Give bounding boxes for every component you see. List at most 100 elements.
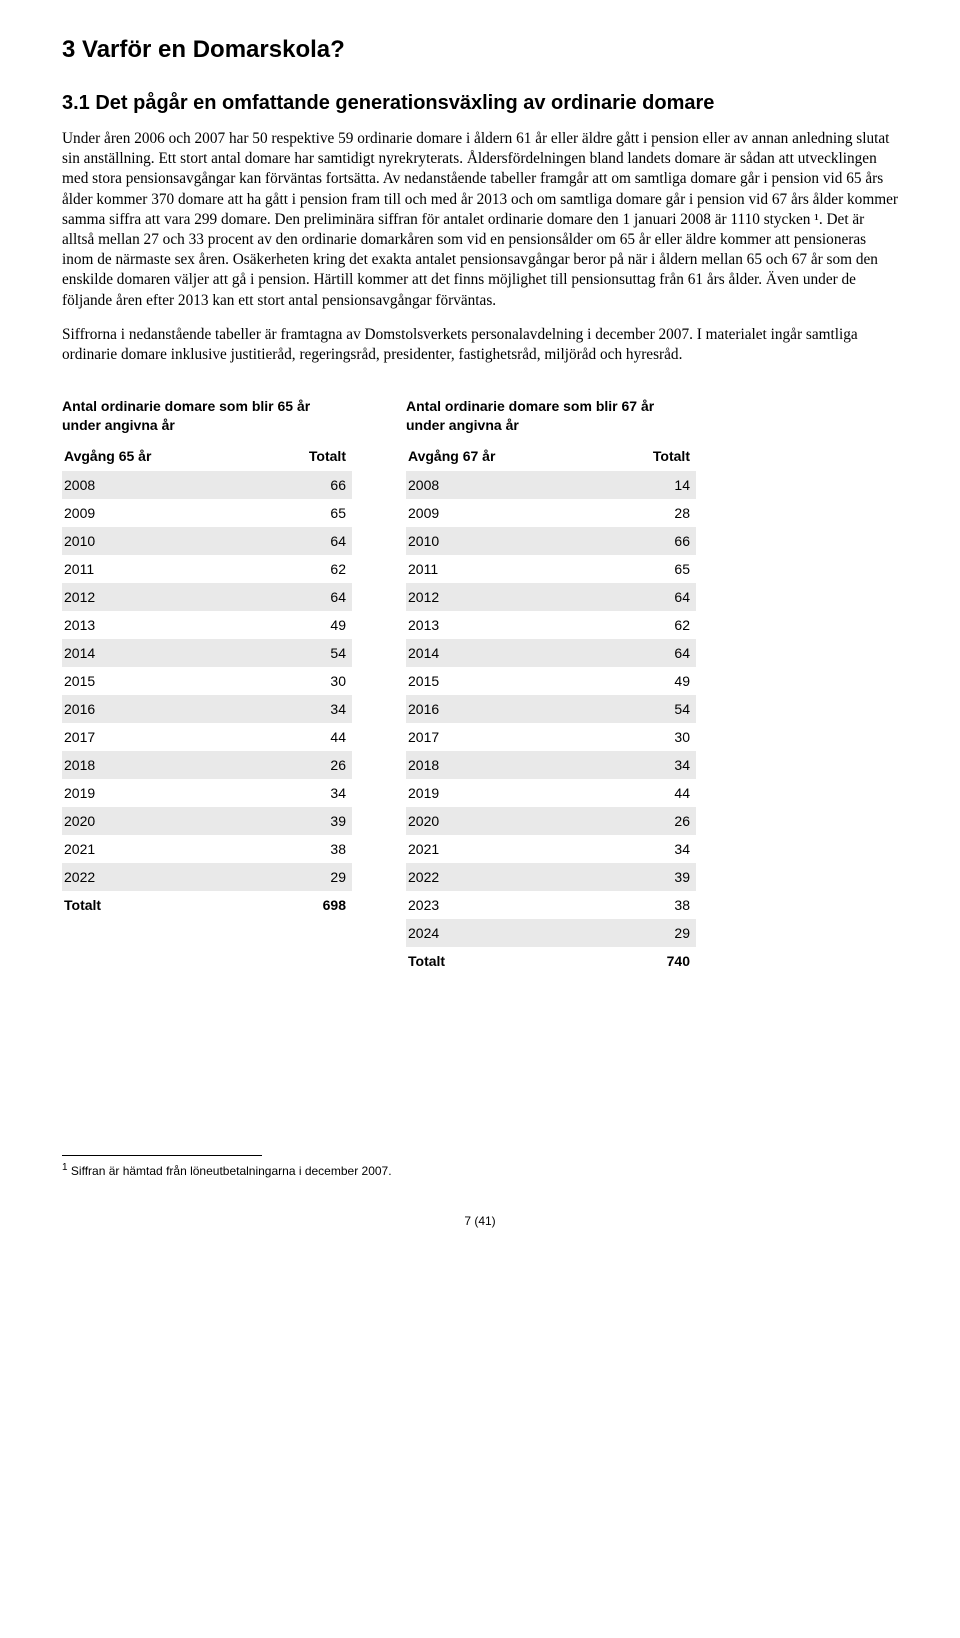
table-row: 2014 54 xyxy=(62,639,352,667)
table-67: Antal ordinarie domare som blir 67 år un… xyxy=(406,397,696,975)
table-67-header: Avgång 67 år Totalt xyxy=(406,441,696,471)
table-cell-value: 49 xyxy=(330,617,346,633)
table-cell-year: 2014 xyxy=(64,645,95,661)
table-row: 2009 28 xyxy=(406,499,696,527)
table-65-col-b: Totalt xyxy=(309,448,346,464)
table-cell-value: 66 xyxy=(330,477,346,493)
table-cell-year: 2021 xyxy=(408,841,439,857)
table-cell-value: 62 xyxy=(330,561,346,577)
table-cell-year: 2016 xyxy=(408,701,439,717)
section-heading: 3 Varför en Domarskola? xyxy=(62,36,898,64)
table-65-body: 2008662009652010642011622012642013492014… xyxy=(62,471,352,919)
table-cell-year: 2019 xyxy=(64,785,95,801)
table-row-total: Totalt 698 xyxy=(62,891,352,919)
table-row: 2017 30 xyxy=(406,723,696,751)
table-cell-value: 30 xyxy=(330,673,346,689)
table-cell-value: 30 xyxy=(674,729,690,745)
table-row: 2019 34 xyxy=(62,779,352,807)
body-paragraph-1: Under åren 2006 och 2007 har 50 respekti… xyxy=(62,129,898,311)
table-cell-year: 2019 xyxy=(408,785,439,801)
table-cell-value: 34 xyxy=(330,701,346,717)
body-paragraph-2: Siffrorna i nedanstående tabeller är fra… xyxy=(62,325,898,365)
table-cell-value: 44 xyxy=(330,729,346,745)
table-cell-year: 2023 xyxy=(408,897,439,913)
table-cell-value: 49 xyxy=(674,673,690,689)
table-cell-value: 29 xyxy=(330,869,346,885)
footnote-number: 1 xyxy=(62,1162,68,1173)
table-total-value: 740 xyxy=(667,953,690,969)
table-row: 2008 66 xyxy=(62,471,352,499)
table-cell-value: 54 xyxy=(674,701,690,717)
subsection-heading: 3.1 Det pågår en omfattande generationsv… xyxy=(62,92,898,115)
table-row: 202429 xyxy=(406,919,696,947)
table-cell-year: 2017 xyxy=(408,729,439,745)
table-cell-year: 2015 xyxy=(408,673,439,689)
table-row: 201349 xyxy=(62,611,352,639)
table-cell-value: 26 xyxy=(674,813,690,829)
table-row: 2018 26 xyxy=(62,751,352,779)
table-row: 202026 xyxy=(406,807,696,835)
table-row: 202134 xyxy=(406,835,696,863)
table-cell-year: 2024 xyxy=(408,925,439,941)
table-cell-year: 2011 xyxy=(64,561,94,577)
table-cell-value: 26 xyxy=(330,757,346,773)
table-cell-value: 65 xyxy=(674,561,690,577)
table-cell-year: 2014 xyxy=(408,645,439,661)
table-row: 2011 65 xyxy=(406,555,696,583)
table-cell-year: 2010 xyxy=(64,533,95,549)
table-cell-year: 2022 xyxy=(408,869,439,885)
table-cell-year: 2011 xyxy=(408,561,438,577)
table-65: Antal ordinarie domare som blir 65 år un… xyxy=(62,397,352,975)
table-cell-year: 2008 xyxy=(64,477,95,493)
table-67-col-a: Avgång 67 år xyxy=(408,448,495,464)
footnote: 1 Siffran är hämtad från löneutbetalning… xyxy=(62,1162,898,1178)
table-cell-value: 64 xyxy=(330,589,346,605)
table-cell-year: 2010 xyxy=(408,533,439,549)
table-row: 2016 54 xyxy=(406,695,696,723)
table-cell-value: 64 xyxy=(330,533,346,549)
table-65-col-a: Avgång 65 år xyxy=(64,448,151,464)
table-cell-year: 2018 xyxy=(408,757,439,773)
table-cell-year: 2020 xyxy=(64,813,95,829)
table-cell-value: 62 xyxy=(674,617,690,633)
table-cell-year: 2009 xyxy=(408,505,439,521)
table-cell-year: 2018 xyxy=(64,757,95,773)
table-row: 2022 39 xyxy=(406,863,696,891)
table-row: 2015 49 xyxy=(406,667,696,695)
table-row: 2017 44 xyxy=(62,723,352,751)
footnote-text: Siffran är hämtad från löneutbetalningar… xyxy=(71,1164,392,1178)
table-row: 200965 xyxy=(62,499,352,527)
page-number: 7 (41) xyxy=(62,1214,898,1252)
table-cell-value: 39 xyxy=(674,869,690,885)
table-cell-value: 44 xyxy=(674,785,690,801)
table-cell-year: 2017 xyxy=(64,729,95,745)
table-cell-value: 65 xyxy=(330,505,346,521)
table-cell-value: 54 xyxy=(330,645,346,661)
table-row: 2011 62 xyxy=(62,555,352,583)
table-cell-value: 64 xyxy=(674,645,690,661)
table-row: 2013 62 xyxy=(406,611,696,639)
table-row: 2019 44 xyxy=(406,779,696,807)
table-total-label: Totalt xyxy=(408,953,445,969)
table-row: 2010 66 xyxy=(406,527,696,555)
table-cell-value: 66 xyxy=(674,533,690,549)
footnote-rule xyxy=(62,1155,262,1156)
table-cell-value: 34 xyxy=(674,757,690,773)
table-cell-year: 2022 xyxy=(64,869,95,885)
table-row: 200814 xyxy=(406,471,696,499)
table-row: 201264 xyxy=(406,583,696,611)
table-row: 2012 64 xyxy=(62,583,352,611)
table-cell-value: 34 xyxy=(330,785,346,801)
table-cell-year: 2008 xyxy=(408,477,439,493)
table-row: 202039 xyxy=(62,807,352,835)
table-cell-year: 2013 xyxy=(408,617,439,633)
table-total-value: 698 xyxy=(323,897,346,913)
table-row: 2010 64 xyxy=(62,527,352,555)
table-cell-value: 64 xyxy=(674,589,690,605)
table-row: 201530 xyxy=(62,667,352,695)
table-cell-year: 2012 xyxy=(64,589,95,605)
table-total-label: Totalt xyxy=(64,897,101,913)
table-67-col-b: Totalt xyxy=(653,448,690,464)
table-row: 2022 29 xyxy=(62,863,352,891)
table-cell-value: 28 xyxy=(674,505,690,521)
